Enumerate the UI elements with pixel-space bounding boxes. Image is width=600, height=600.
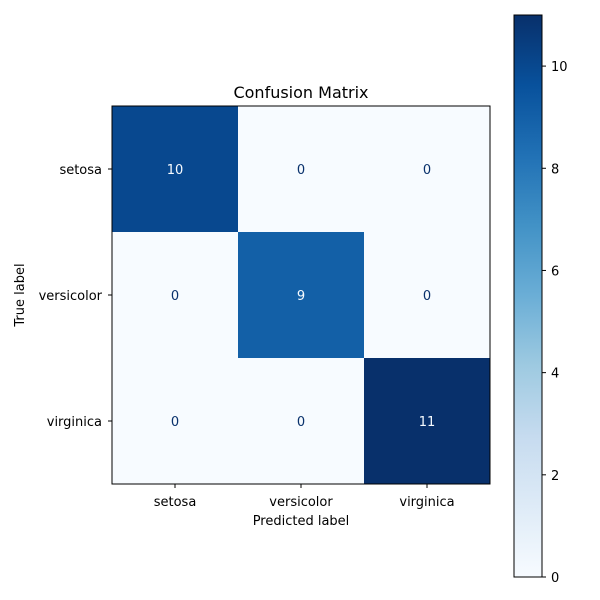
cell-value-label: 9 bbox=[297, 289, 305, 304]
colorbar-tick-label: 6 bbox=[551, 264, 559, 279]
cell-value-label: 0 bbox=[171, 415, 179, 430]
y-axis-label: True label bbox=[13, 263, 28, 327]
x-tick-label: setosa bbox=[154, 495, 197, 510]
colorbar-tick-label: 2 bbox=[551, 469, 559, 484]
heatmap-cell bbox=[238, 232, 365, 359]
heatmap-cell bbox=[112, 232, 239, 359]
y-tick-label: versicolor bbox=[39, 289, 103, 304]
x-axis: setosa versicolor virginica bbox=[154, 484, 455, 510]
heatmap-cell bbox=[364, 106, 491, 233]
colorbar-tick-label: 10 bbox=[551, 60, 568, 75]
heatmap-cell bbox=[238, 358, 365, 485]
colorbar bbox=[513, 14, 543, 578]
cell-value-label: 0 bbox=[297, 415, 305, 430]
cell-value-label: 0 bbox=[171, 289, 179, 304]
x-tick-label: virginica bbox=[399, 495, 454, 510]
cell-value-label: 0 bbox=[423, 163, 431, 178]
colorbar-tick-label: 0 bbox=[551, 571, 559, 586]
cell-value-label: 10 bbox=[167, 163, 184, 178]
colorbar-tick-label: 8 bbox=[551, 162, 559, 177]
heatmap-cell bbox=[238, 106, 365, 233]
heatmap-cell bbox=[364, 232, 491, 359]
colorbar-tick-label: 4 bbox=[551, 367, 559, 382]
heatmap-cell bbox=[112, 358, 239, 485]
colorbar-ticks: 0 2 4 6 8 10 bbox=[542, 60, 568, 586]
cell-value-label: 0 bbox=[297, 163, 305, 178]
x-tick-label: versicolor bbox=[269, 495, 333, 510]
cell-value-label: 0 bbox=[423, 289, 431, 304]
y-tick-label: setosa bbox=[59, 163, 102, 178]
y-axis: setosa versicolor virginica bbox=[39, 163, 112, 430]
x-axis-label: Predicted label bbox=[253, 514, 350, 529]
heatmap-cell-labels: 10 0 0 0 9 0 0 0 11 bbox=[167, 163, 436, 430]
heatmap-cells bbox=[112, 106, 491, 485]
heatmap-cell bbox=[112, 106, 239, 233]
y-tick-label: virginica bbox=[47, 415, 102, 430]
cell-value-label: 11 bbox=[419, 415, 436, 430]
heatmap-cell bbox=[364, 358, 491, 485]
chart-title: Confusion Matrix bbox=[233, 83, 368, 102]
